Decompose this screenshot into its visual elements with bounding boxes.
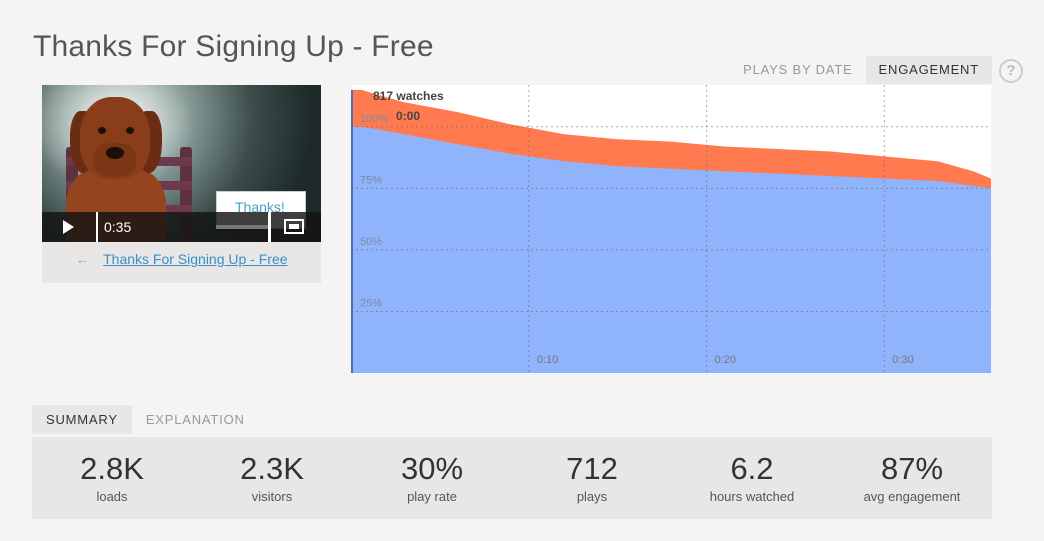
video-link[interactable]: Thanks For Signing Up - Free xyxy=(103,251,288,267)
stat-label: play rate xyxy=(407,489,457,504)
fullscreen-icon[interactable] xyxy=(284,219,304,234)
scrub-playhead[interactable] xyxy=(96,212,98,242)
tab-engagement[interactable]: ENGAGEMENT xyxy=(865,56,992,84)
stat-play-rate: 30% play rate xyxy=(352,437,512,519)
video-card: Thanks! 0:35 ← Thanks For Signing Up - F… xyxy=(42,85,321,283)
summary-stats: 2.8K loads 2.3K visitors 30% play rate 7… xyxy=(32,437,992,519)
stat-avg-engagement: 87% avg engagement xyxy=(832,437,992,519)
x-tick-label: 0:10 xyxy=(537,354,558,366)
engagement-chart[interactable]: 25% 50% 75% 100% 0:10 0:20 0:30 817 watches 0:00 xyxy=(351,85,991,373)
left-edge-bar xyxy=(351,89,353,373)
stat-label: avg engagement xyxy=(863,489,961,504)
tab-summary[interactable]: SUMMARY xyxy=(32,405,132,434)
view-tabs: PLAYS BY DATE ENGAGEMENT xyxy=(730,56,992,84)
volume-bar[interactable] xyxy=(268,212,271,242)
stat-plays: 712 plays xyxy=(512,437,672,519)
page-title: Thanks For Signing Up - Free xyxy=(33,30,434,64)
y-tick-label: 100% xyxy=(360,113,388,125)
summary-tabs: SUMMARY EXPLANATION xyxy=(32,405,259,434)
stat-loads: 2.8K loads xyxy=(32,437,192,519)
stat-value: 2.3K xyxy=(240,451,304,486)
stat-label: visitors xyxy=(251,489,293,504)
tab-plays-by-date[interactable]: PLAYS BY DATE xyxy=(743,62,853,77)
watch-time-label: 0:00 xyxy=(396,109,420,123)
scrub-bar[interactable] xyxy=(96,212,269,242)
stat-value: 2.8K xyxy=(80,451,144,486)
video-player[interactable]: Thanks! 0:35 xyxy=(42,85,321,242)
y-tick-label: 50% xyxy=(360,236,382,248)
watch-count-label: 817 watches xyxy=(373,89,444,103)
back-row: ← Thanks For Signing Up - Free xyxy=(42,251,321,267)
stat-visitors: 2.3K visitors xyxy=(192,437,352,519)
stat-value: 30% xyxy=(400,451,464,486)
engagement-chart-svg: 25% 50% 75% 100% 0:10 0:20 0:30 817 watches 0:00 xyxy=(351,85,991,373)
scrub-buffer xyxy=(216,225,269,229)
back-arrow-icon: ← xyxy=(75,251,90,267)
x-tick-label: 0:30 xyxy=(892,354,913,366)
x-tick-label: 0:20 xyxy=(715,354,736,366)
current-time: 0:35 xyxy=(104,219,132,235)
stat-label: hours watched xyxy=(709,489,795,504)
stat-value: 87% xyxy=(880,451,944,486)
play-icon[interactable] xyxy=(63,220,74,234)
stat-value: 712 xyxy=(566,451,618,486)
y-tick-label: 25% xyxy=(360,298,382,310)
player-controls: 0:35 xyxy=(42,212,321,242)
stat-hours-watched: 6.2 hours watched xyxy=(672,437,832,519)
help-icon[interactable]: ? xyxy=(999,59,1023,83)
stat-label: plays xyxy=(576,489,608,504)
stat-label: loads xyxy=(96,489,128,504)
stat-value: 6.2 xyxy=(730,451,774,486)
tab-explanation[interactable]: EXPLANATION xyxy=(145,412,245,427)
thanks-overlay-text: Thanks! xyxy=(235,199,285,215)
y-tick-label: 75% xyxy=(360,174,382,186)
